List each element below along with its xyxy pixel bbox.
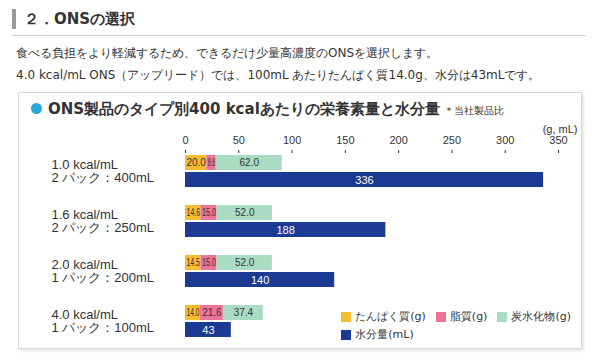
svg-text:1.6 kcal/mL2 パック：250mL: 1.6 kcal/mL2 パック：250mL <box>52 207 155 235</box>
svg-text:15.0: 15.0 <box>202 257 216 268</box>
svg-text:140: 140 <box>251 274 269 286</box>
svg-text:4.0 kcal/mL1 パック：100mL: 4.0 kcal/mL1 パック：100mL <box>52 307 155 335</box>
svg-text:350: 350 <box>549 133 568 146</box>
svg-text:43: 43 <box>202 324 214 336</box>
svg-text:0: 0 <box>182 134 188 146</box>
html-text:脂質(g): 脂質(g) <box>449 310 488 323</box>
svg-text:8.8: 8.8 <box>208 157 216 168</box>
svg-text:300: 300 <box>496 134 514 146</box>
html-text:食べる負担をより軽減するため、できるだけ少量高濃度のONSを: 食べる負担をより軽減するため、できるだけ少量高濃度のONSを選択します。 <box>16 46 438 60</box>
svg-text:50: 50 <box>233 134 245 146</box>
html-text:水分量(mL): 水分量(mL) <box>355 328 414 341</box>
html-text:炭水化物(g): 炭水化物(g) <box>511 310 571 323</box>
svg-text:200: 200 <box>389 134 407 146</box>
svg-text:2.0 kcal/mL1 パック：200mL: 2.0 kcal/mL1 パック：200mL <box>52 257 155 285</box>
svg-text:150: 150 <box>336 134 354 146</box>
svg-text:336: 336 <box>355 174 373 186</box>
html-text:２．ONSの選択: ２．ONSの選択 <box>24 10 136 28</box>
svg-text:14.5: 14.5 <box>187 257 201 268</box>
svg-text:250: 250 <box>443 134 461 146</box>
svg-text:52.0: 52.0 <box>235 257 255 268</box>
svg-text:20.0: 20.0 <box>187 157 207 168</box>
html-text:たんぱく質(g): たんぱく質(g) <box>355 310 426 323</box>
svg-text:37.4: 37.4 <box>234 307 254 318</box>
svg-text:21.6: 21.6 <box>202 307 222 318</box>
svg-text:(g, mL): (g, mL) <box>543 123 578 135</box>
svg-text:14.0: 14.0 <box>187 307 200 318</box>
svg-text:15.0: 15.0 <box>202 207 216 218</box>
html-text:4.0 kcal/mL ONS（アップリード）では、100m: 4.0 kcal/mL ONS（アップリード）では、100mL あたりたんぱく質… <box>16 68 541 82</box>
svg-text:14.6: 14.6 <box>187 207 201 218</box>
html-text:ONS製品のタイプ別400 kcalあたりの栄養素量と水分量: ONS製品のタイプ別400 kcalあたりの栄養素量と水分量 ＊当社製品比 <box>48 100 504 118</box>
svg-text:62.0: 62.0 <box>239 157 259 168</box>
svg-text:100: 100 <box>283 134 301 146</box>
svg-text:52.0: 52.0 <box>235 207 255 218</box>
svg-text:188: 188 <box>276 224 294 236</box>
svg-text:1.0 kcal/mL2 パック：400mL: 1.0 kcal/mL2 パック：400mL <box>52 157 155 185</box>
